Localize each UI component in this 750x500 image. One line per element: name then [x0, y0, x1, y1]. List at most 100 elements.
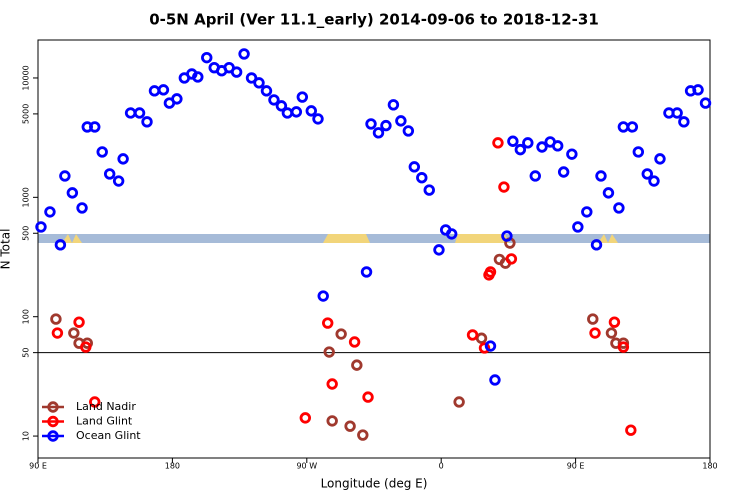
data-point	[323, 346, 335, 358]
ocean-band	[38, 234, 710, 243]
data-point	[357, 429, 369, 441]
data-point	[423, 184, 435, 196]
legend-label: Ocean Glint	[76, 429, 141, 442]
data-point	[171, 93, 183, 105]
data-point	[453, 396, 465, 408]
data-point	[141, 116, 153, 128]
data-point	[489, 374, 501, 386]
data-point	[68, 327, 80, 339]
land-patch	[62, 234, 82, 243]
data-point	[230, 66, 243, 78]
data-point	[365, 118, 377, 130]
data-point	[76, 202, 88, 214]
data-point	[605, 327, 618, 339]
legend-marker	[47, 415, 59, 428]
data-point	[73, 316, 85, 328]
data-point	[492, 137, 504, 149]
data-point	[608, 316, 621, 328]
data-point	[484, 266, 497, 278]
data-point	[133, 107, 146, 119]
data-point	[484, 340, 497, 352]
data-point	[103, 168, 116, 180]
data-point	[416, 172, 428, 184]
data-point	[317, 290, 329, 302]
data-point	[51, 327, 64, 339]
legend-marker	[47, 401, 59, 413]
data-point	[299, 412, 312, 424]
series	[51, 137, 637, 436]
data-point	[466, 329, 479, 341]
data-point	[408, 161, 421, 173]
data-point	[96, 146, 108, 158]
data-point	[35, 221, 47, 233]
data-point	[89, 396, 101, 408]
data-point	[253, 77, 265, 89]
x-tick-label: 90 E	[29, 462, 47, 471]
y-tick-label: 100	[22, 309, 31, 324]
data-point	[326, 415, 338, 427]
data-point	[678, 116, 690, 128]
data-point	[551, 140, 564, 152]
data-point	[536, 141, 548, 153]
chart-title: 0-5N April (Ver 11.1_early) 2014-09-06 t…	[149, 11, 599, 29]
data-point	[260, 85, 273, 97]
data-point	[514, 143, 527, 156]
data-point	[44, 206, 56, 218]
data-point	[360, 266, 373, 278]
data-point	[617, 341, 630, 353]
data-point	[589, 327, 601, 339]
data-point	[112, 175, 125, 187]
data-point	[402, 125, 415, 137]
legend-marker	[47, 430, 59, 442]
data-point	[335, 328, 347, 340]
data-point	[372, 127, 385, 139]
x-tick-label: 90 E	[567, 462, 585, 471]
data-point	[387, 99, 400, 111]
data-point	[290, 106, 303, 118]
data-point	[80, 341, 92, 353]
data-point	[344, 420, 356, 432]
data-point	[498, 181, 510, 193]
y-axis-label: N Total	[0, 229, 13, 270]
y-tick-label: 50	[22, 348, 31, 358]
data-point	[602, 187, 615, 199]
data-point	[648, 175, 660, 187]
data-point	[117, 153, 129, 165]
data-point	[581, 206, 593, 218]
land-patch	[455, 234, 509, 243]
data-point	[507, 135, 519, 147]
data-point	[157, 84, 170, 96]
data-point	[395, 115, 407, 127]
data-point	[433, 244, 445, 256]
data-point	[699, 97, 712, 109]
data-point	[305, 105, 317, 117]
data-point	[632, 146, 645, 158]
y-tick-label: 1000	[22, 187, 31, 207]
data-point	[66, 187, 79, 199]
data-point	[478, 342, 491, 354]
data-point	[626, 121, 639, 133]
data-point	[238, 48, 250, 60]
x-tick-label: 180	[702, 462, 717, 471]
data-point	[671, 107, 683, 119]
data-point	[380, 119, 392, 132]
data-point	[590, 239, 603, 251]
data-point	[566, 148, 578, 160]
data-point	[351, 359, 363, 371]
data-point	[348, 336, 361, 348]
x-axis-label: Longitude (deg E)	[321, 477, 428, 491]
data-point	[312, 113, 324, 125]
land-patch	[323, 234, 370, 243]
data-point	[192, 71, 204, 83]
data-point	[641, 168, 653, 180]
land-strip	[38, 234, 710, 243]
y-tick-label: 10000	[22, 65, 31, 90]
legend-label: Land Nadir	[76, 400, 136, 413]
data-point	[245, 72, 258, 84]
data-point	[50, 313, 62, 325]
data-point	[501, 230, 513, 242]
data-point	[296, 91, 309, 103]
data-point	[362, 391, 374, 403]
